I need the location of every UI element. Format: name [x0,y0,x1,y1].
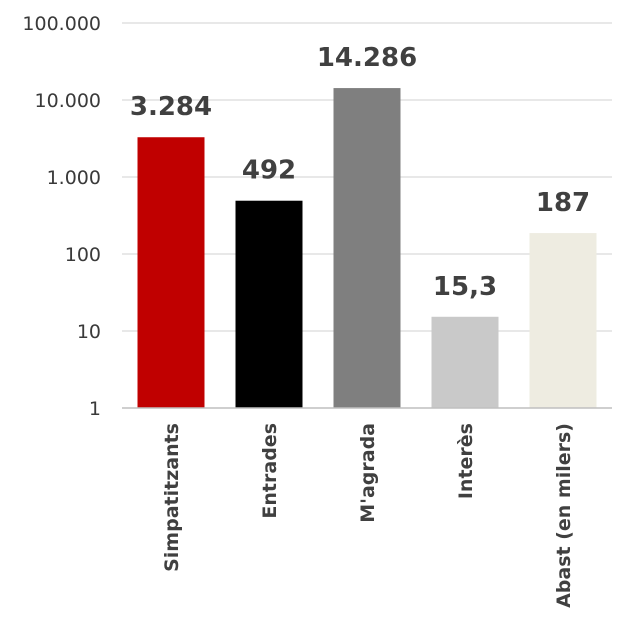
y-tick-label: 1.000 [47,167,101,189]
category-label: Interès [455,423,477,499]
bar [137,137,205,409]
bar [235,200,303,408]
category-label: Abast (en milers) [553,423,575,608]
bars [137,88,597,409]
data-label: 3.284 [130,92,212,122]
category-labels: Simpatitzants Entrades M'agrada Interès Abas… [161,423,575,608]
data-label: 187 [536,188,590,218]
y-tick-label: 100.000 [22,13,101,35]
bar [529,233,597,408]
data-label: 15,3 [433,272,497,302]
category-label: Simpatitzants [161,423,183,572]
data-labels: 3.284 492 14.286 15,3 187 [130,43,590,302]
category-label: M'agrada [357,423,379,523]
data-label: 492 [242,156,296,186]
y-axis-tick-labels: 1 10 100 1.000 10.000 100.000 [22,13,101,420]
y-tick-label: 100 [65,244,101,266]
y-tick-label: 10.000 [35,90,101,112]
category-label: Entrades [259,423,281,519]
bar [431,316,499,408]
bar [333,88,401,409]
data-label: 14.286 [317,43,417,73]
y-tick-label: 1 [89,398,101,420]
y-tick-label: 10 [77,321,101,343]
